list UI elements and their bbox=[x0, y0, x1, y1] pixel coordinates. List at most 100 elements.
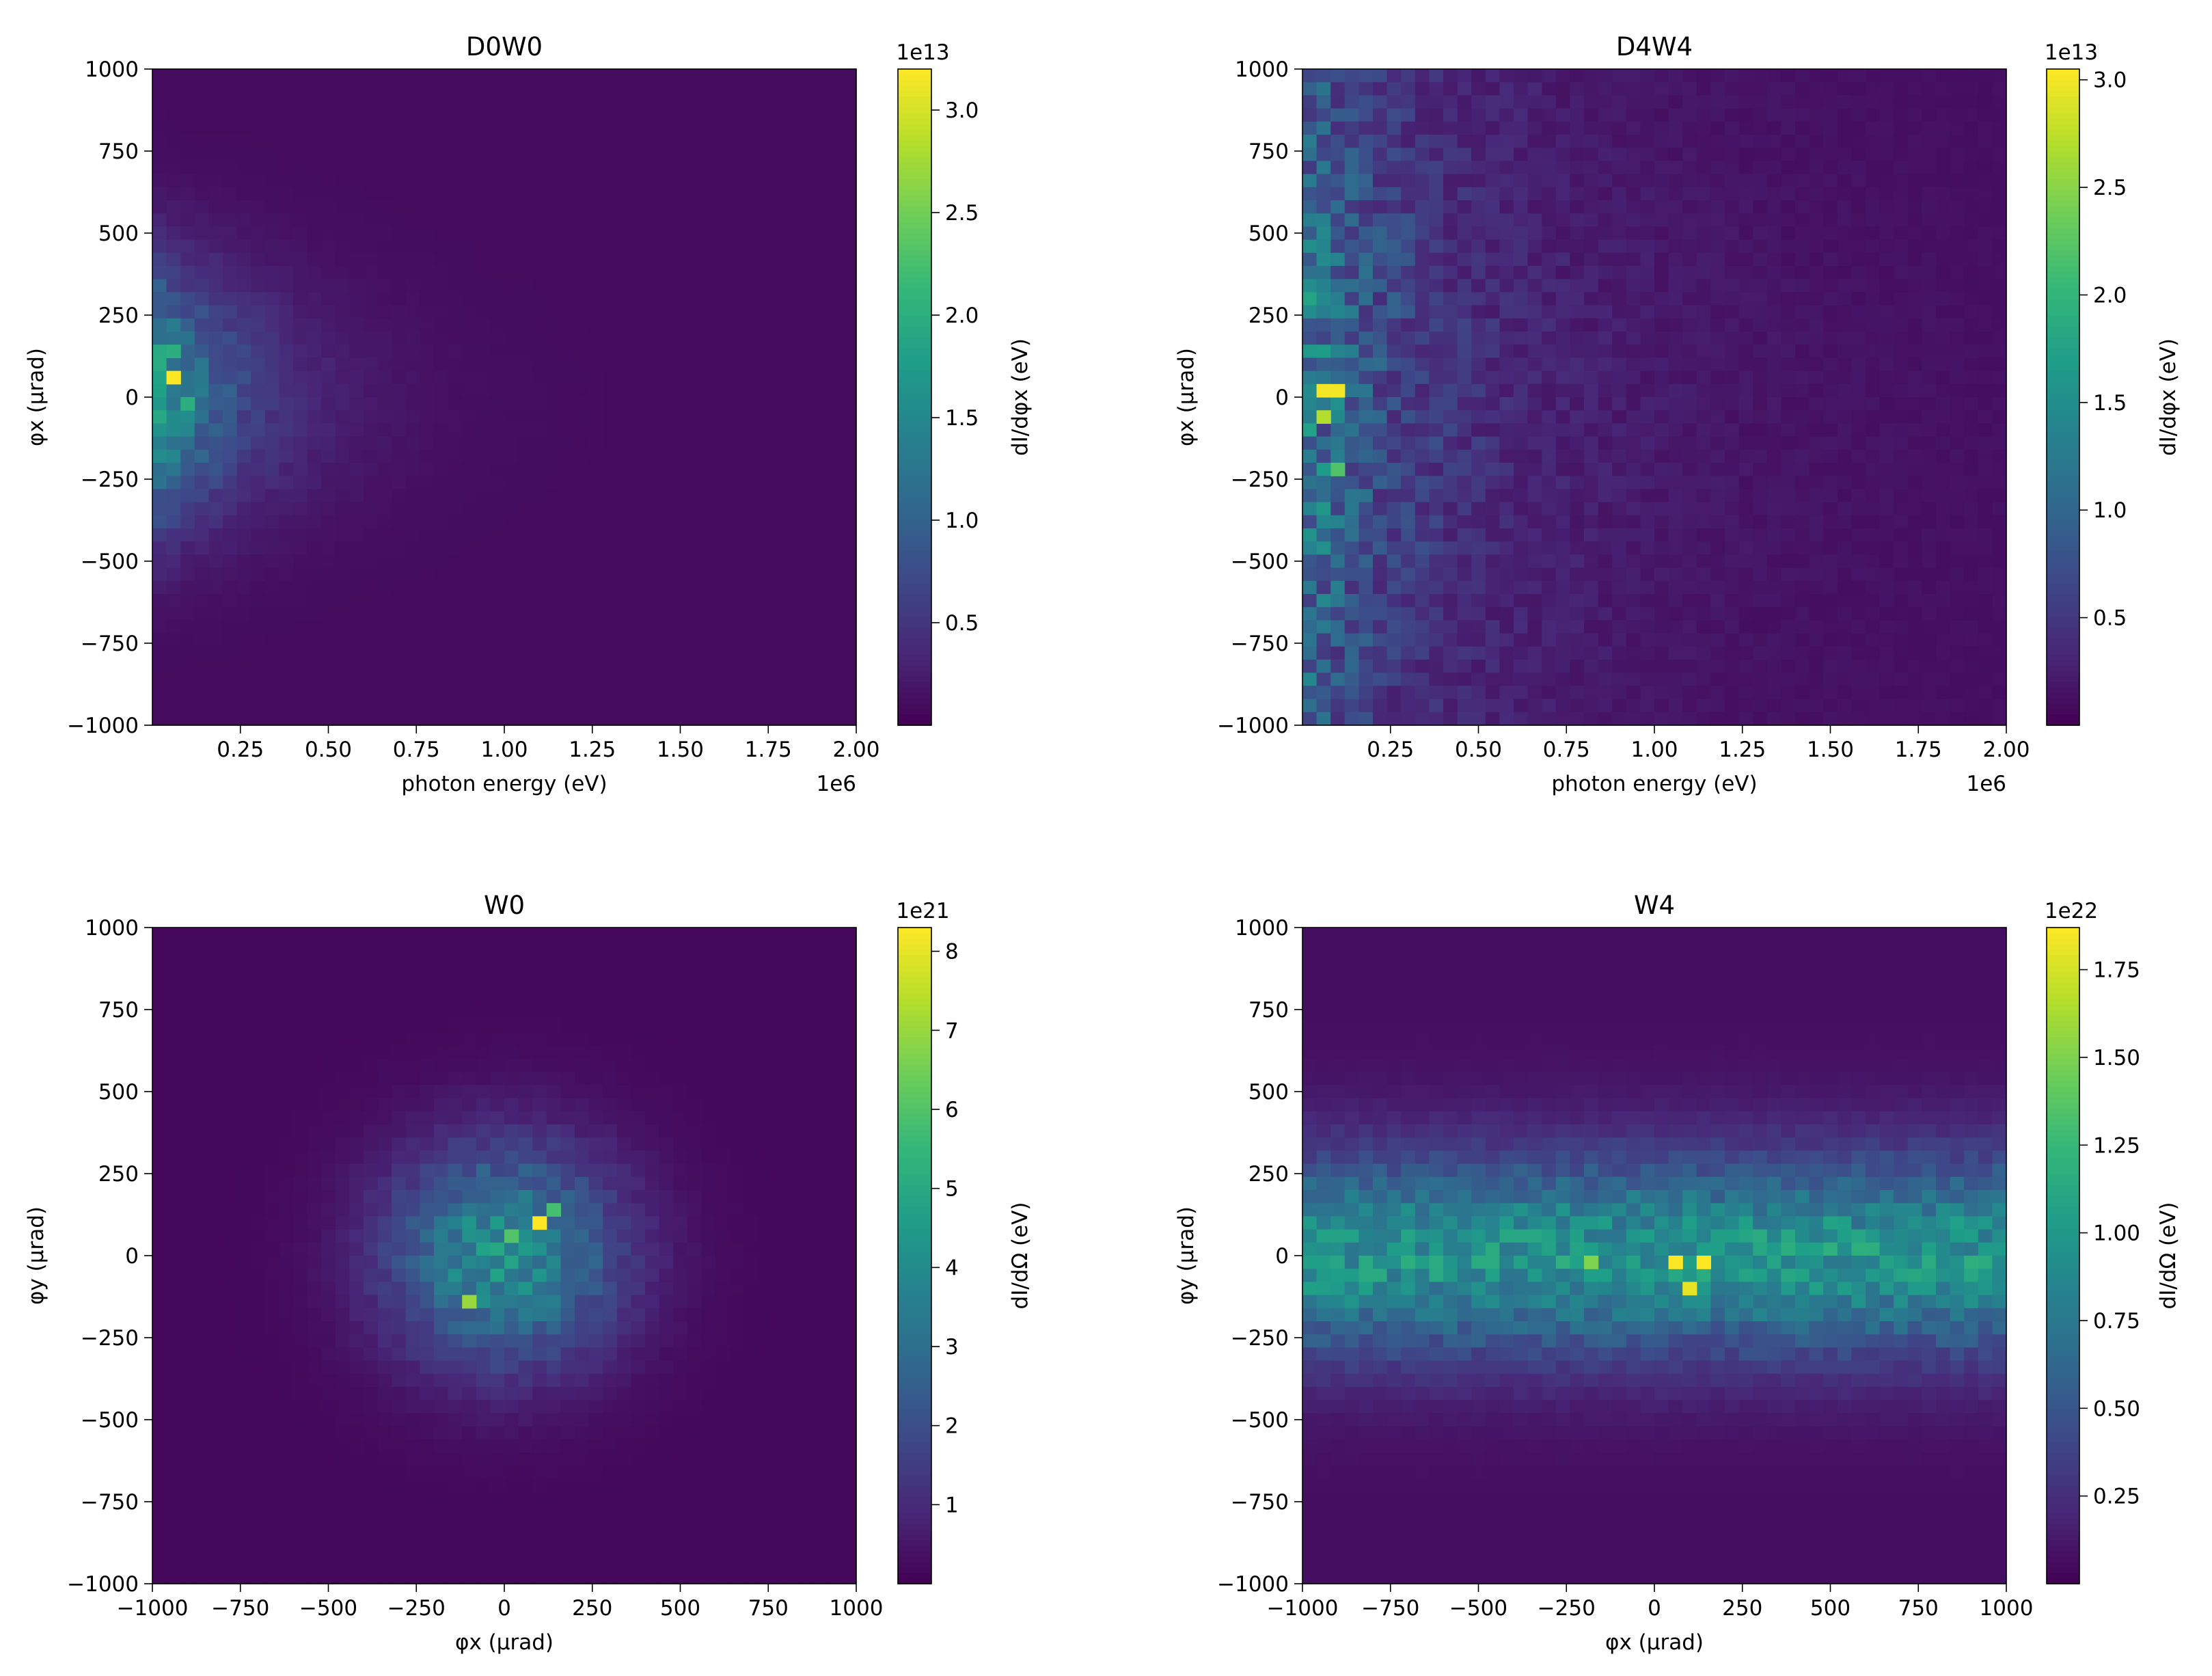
heatmap-cell bbox=[180, 580, 195, 595]
heatmap-cell bbox=[1344, 594, 1359, 608]
heatmap-cell bbox=[1429, 82, 1444, 96]
heatmap-cell bbox=[743, 121, 759, 135]
heatmap-cell bbox=[1781, 476, 1796, 489]
heatmap-cell bbox=[729, 476, 744, 489]
heatmap-cell bbox=[603, 239, 618, 254]
heatmap-cell bbox=[1795, 489, 1810, 503]
heatmap-cell bbox=[631, 279, 646, 293]
heatmap-cell bbox=[1302, 660, 1317, 673]
heatmap-cell bbox=[1964, 252, 1979, 267]
heatmap-cell bbox=[392, 213, 407, 227]
heatmap-cell bbox=[1978, 82, 1993, 96]
heatmap-cell bbox=[1401, 673, 1416, 686]
heatmap-cell bbox=[1696, 148, 1711, 161]
heatmap-cell bbox=[1330, 213, 1346, 227]
heatmap-cell bbox=[842, 410, 857, 424]
heatmap-cell bbox=[1542, 226, 1557, 241]
heatmap-cell bbox=[1499, 673, 1514, 686]
heatmap-cell bbox=[462, 567, 477, 582]
heatmap-cell bbox=[1978, 135, 1993, 148]
heatmap-cell bbox=[208, 567, 223, 582]
heatmap-cell bbox=[560, 148, 575, 161]
heatmap-cell bbox=[1823, 332, 1838, 345]
heatmap-cell bbox=[532, 135, 547, 148]
heatmap-cell bbox=[420, 489, 435, 503]
heatmap-cell bbox=[1964, 213, 1979, 227]
heatmap-cell bbox=[208, 646, 223, 660]
heatmap-cell bbox=[194, 397, 209, 411]
heatmap-cell bbox=[1682, 279, 1697, 293]
heatmap-cell bbox=[1527, 148, 1542, 161]
heatmap-cell bbox=[1978, 410, 1993, 424]
heatmap-cell bbox=[377, 423, 392, 437]
heatmap-cell bbox=[1527, 266, 1542, 280]
heatmap-cell bbox=[616, 357, 631, 372]
heatmap-cell bbox=[1584, 266, 1599, 280]
heatmap-cell bbox=[476, 594, 491, 608]
heatmap-cell bbox=[560, 357, 575, 372]
heatmap-cell bbox=[1978, 423, 1993, 437]
heatmap-cell bbox=[842, 633, 857, 647]
heatmap-cell bbox=[588, 161, 603, 175]
heatmap-cell bbox=[1964, 436, 1979, 450]
heatmap-cell bbox=[1499, 567, 1514, 582]
heatmap-cell bbox=[743, 292, 759, 306]
heatmap-cell bbox=[1682, 121, 1697, 135]
heatmap-cell bbox=[1584, 161, 1599, 175]
heatmap-cell bbox=[588, 673, 603, 686]
heatmap-cell bbox=[842, 502, 857, 516]
heatmap-cell bbox=[828, 200, 843, 214]
heatmap-cell bbox=[518, 187, 533, 201]
heatmap-cell bbox=[335, 463, 350, 476]
colorbar-band bbox=[898, 627, 931, 633]
heatmap-cell bbox=[588, 646, 603, 660]
heatmap-cell bbox=[1387, 449, 1402, 463]
heatmap-cell bbox=[616, 463, 631, 476]
heatmap-cell bbox=[364, 148, 379, 161]
heatmap-cell bbox=[1936, 383, 1951, 398]
heatmap-cell bbox=[1879, 370, 1894, 385]
heatmap-cell bbox=[448, 148, 463, 161]
heatmap-cell bbox=[392, 69, 407, 83]
heatmap-cell bbox=[1978, 305, 1993, 319]
heatmap-cell bbox=[321, 305, 336, 319]
colorbar-band bbox=[898, 720, 931, 726]
heatmap-cell bbox=[800, 410, 815, 424]
heatmap-cell bbox=[1443, 226, 1458, 241]
heatmap-cell bbox=[1457, 344, 1472, 358]
heatmap-cell bbox=[1626, 423, 1641, 437]
heatmap-cell bbox=[420, 646, 435, 660]
heatmap-cell bbox=[321, 515, 336, 529]
heatmap-cell bbox=[1866, 449, 1881, 463]
heatmap-cell bbox=[279, 620, 294, 634]
heatmap-cell bbox=[1837, 476, 1852, 489]
heatmap-cell bbox=[1753, 607, 1768, 621]
heatmap-cell bbox=[1809, 646, 1824, 660]
heatmap-cell bbox=[687, 174, 702, 188]
heatmap-cell bbox=[715, 332, 730, 345]
heatmap-cell bbox=[532, 121, 547, 135]
heatmap-cell bbox=[405, 357, 420, 372]
heatmap-cell bbox=[1485, 252, 1500, 267]
heatmap-cell bbox=[1894, 580, 1909, 595]
heatmap-cell bbox=[1936, 292, 1951, 306]
heatmap-cell bbox=[1542, 541, 1557, 555]
heatmap-cell bbox=[223, 148, 238, 161]
heatmap-cell bbox=[1795, 174, 1810, 188]
heatmap-cell bbox=[1823, 580, 1838, 595]
heatmap-cell bbox=[1514, 174, 1529, 188]
heatmap-cell bbox=[476, 69, 491, 83]
heatmap-cell bbox=[434, 213, 449, 227]
heatmap-cell bbox=[1570, 174, 1585, 188]
heatmap-cell bbox=[631, 567, 646, 582]
heatmap-cell bbox=[532, 187, 547, 201]
heatmap-cell bbox=[687, 95, 702, 109]
heatmap-cell bbox=[1344, 607, 1359, 621]
heatmap-cell bbox=[687, 200, 702, 214]
heatmap-cell bbox=[1936, 226, 1951, 241]
heatmap-cell bbox=[1640, 226, 1655, 241]
heatmap-cell bbox=[1710, 292, 1725, 306]
heatmap-cell bbox=[1499, 318, 1514, 332]
heatmap-cell bbox=[1654, 423, 1669, 437]
heatmap-cell bbox=[180, 318, 195, 332]
